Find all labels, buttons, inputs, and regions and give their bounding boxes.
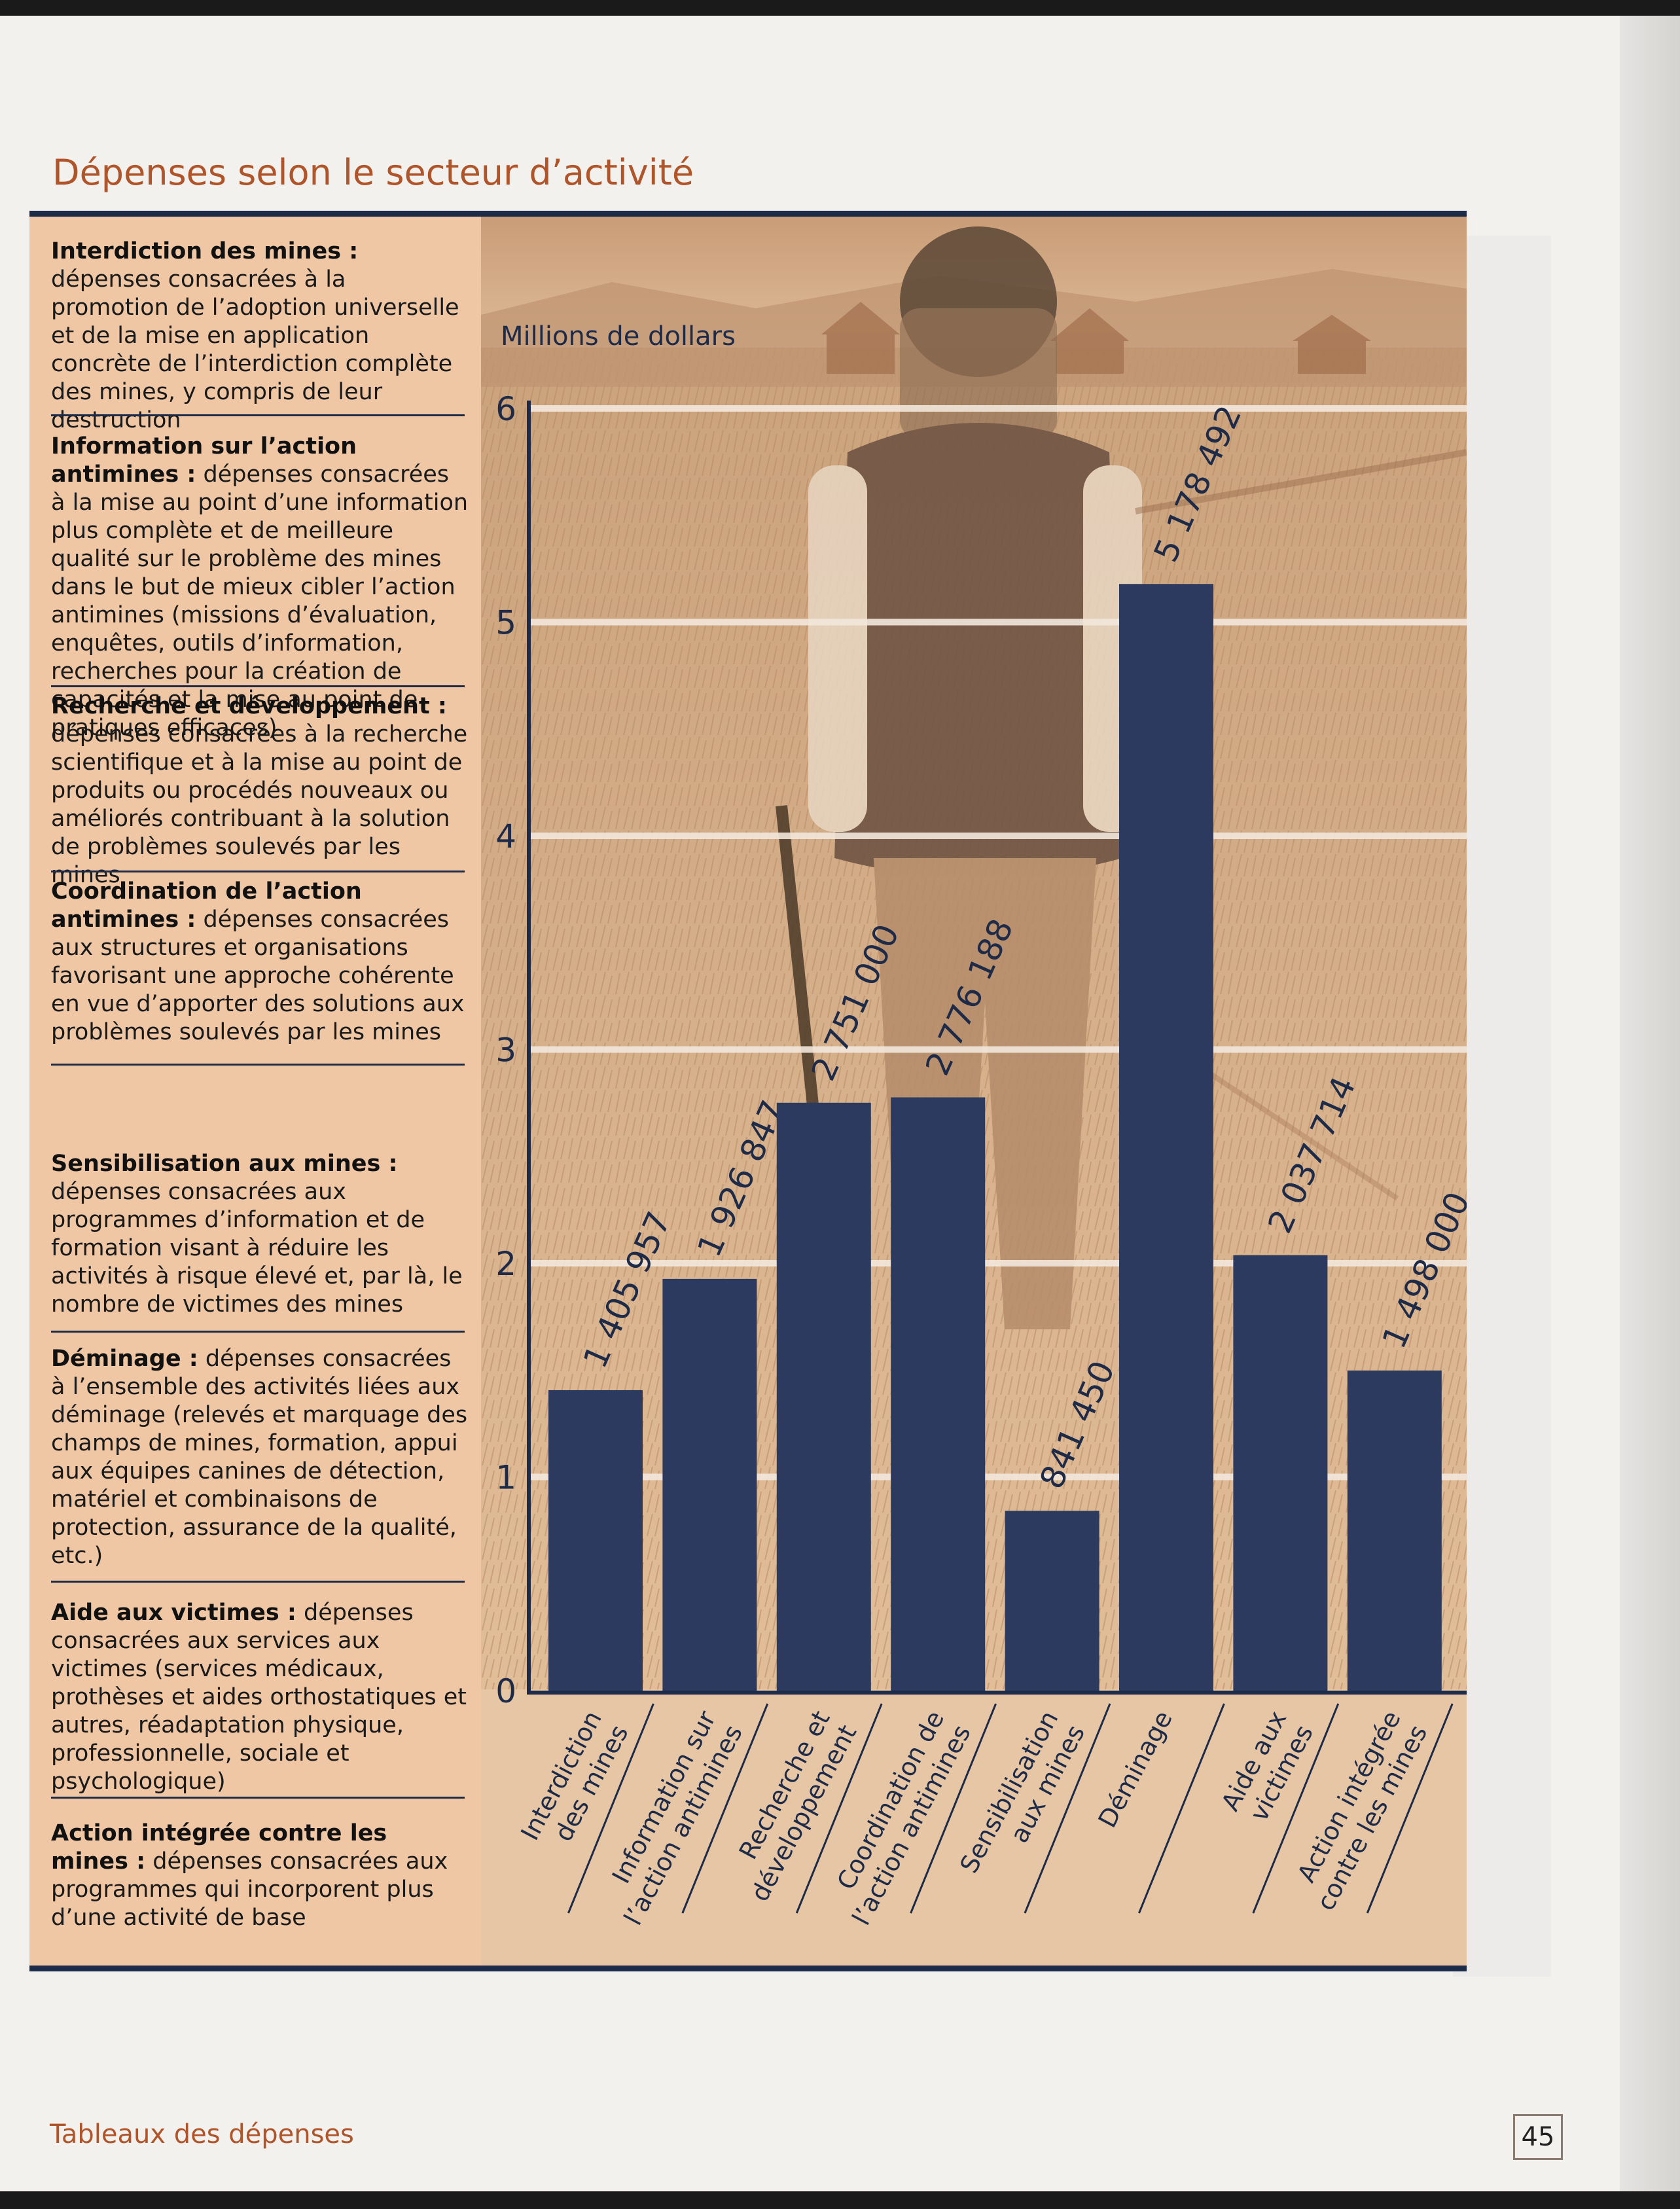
definition-text: dépenses consacrées à l’ensemble des act… <box>51 1346 468 1569</box>
show-through-box <box>1453 236 1551 1977</box>
data-label: 2 037 714 <box>1260 1071 1363 1239</box>
gridline <box>530 1260 1467 1266</box>
definition-term: Information sur l’action antimines : <box>51 433 357 488</box>
definition-term: Recherche et développement : <box>51 693 447 719</box>
page-number: 45 <box>1513 2114 1563 2160</box>
category-divider <box>795 1703 883 1914</box>
definition-7: Aide aux victimes : dépenses consacrées … <box>51 1599 470 1796</box>
gridline <box>530 1046 1467 1053</box>
definition-divider <box>51 414 465 416</box>
definition-divider <box>51 685 465 687</box>
page-title: Dépenses selon le secteur d’activité <box>52 152 694 193</box>
definition-term: Interdiction des mines : <box>51 238 359 264</box>
y-tick-label: 0 <box>495 1672 516 1710</box>
y-axis-label: Millions de dollars <box>501 321 736 351</box>
definition-4: Coordination de l’action antimines : dép… <box>51 878 470 1047</box>
data-label: 841 450 <box>1033 1356 1122 1494</box>
y-tick-label: 6 <box>495 390 516 428</box>
bar <box>1005 1511 1099 1691</box>
definition-term: Coordination de l’action antimines : <box>51 878 362 933</box>
gridline <box>530 619 1467 626</box>
gridline <box>530 1473 1467 1481</box>
definitions-panel: Interdiction des mines : dépenses consac… <box>29 217 481 1966</box>
top-edge-bar <box>0 0 1680 16</box>
bar <box>891 1097 986 1691</box>
y-tick-label: 5 <box>495 604 516 642</box>
definition-term: Aide aux victimes : <box>51 1600 296 1626</box>
definition-text: dépenses consacrées à la recherche scien… <box>51 721 468 888</box>
footer-section-title: Tableaux des dépenses <box>50 2119 354 2149</box>
definition-term: Déminage : <box>51 1346 198 1372</box>
definition-3: Recherche et développement : dépenses co… <box>51 692 470 889</box>
category-divider <box>910 1703 997 1914</box>
definition-divider <box>51 1797 465 1799</box>
y-axis <box>527 401 531 1693</box>
definition-6: Déminage : dépenses consacrées à l’ensem… <box>51 1345 470 1570</box>
definition-text: dépenses consacrées aux services aux vic… <box>51 1600 467 1795</box>
category-label-band <box>481 1689 1467 1966</box>
definition-text: dépenses consacrées à la mise au point d… <box>51 461 469 741</box>
category-divider <box>1252 1703 1340 1914</box>
chart-panel: Millions de dollars 0 1 2 3 4 5 6 1 405 957 Inter… <box>481 217 1467 1966</box>
category-label: Aide auxvictimes <box>1216 1706 1319 1830</box>
title-rule <box>29 211 1467 217</box>
definition-text: dépenses consacrées à la promotion de l’… <box>51 266 459 433</box>
definition-text: dépenses consacrées aux structures et or… <box>51 907 465 1045</box>
definition-text: dépenses consacrées aux programmes qui i… <box>51 1848 448 1931</box>
category-divider <box>681 1703 769 1914</box>
gridline <box>530 405 1467 412</box>
data-label: 1 498 000 <box>1375 1187 1467 1354</box>
bar <box>548 1390 643 1691</box>
category-divider <box>1024 1703 1111 1914</box>
bar <box>776 1102 871 1691</box>
bar <box>662 1278 757 1691</box>
data-label: 2 776 188 <box>918 913 1020 1081</box>
definition-8: Action intégrée contre les mines : dépen… <box>51 1820 470 1932</box>
definition-divider <box>51 1331 465 1333</box>
data-label: 2 751 000 <box>804 919 906 1087</box>
definition-divider <box>51 1064 465 1066</box>
definition-2: Information sur l’action antimines : dép… <box>51 433 470 742</box>
data-label: 5 178 492 <box>1147 400 1249 567</box>
definition-1: Interdiction des mines : dépenses consac… <box>51 238 470 435</box>
category-label: Déminage <box>1093 1706 1178 1833</box>
category-divider <box>567 1703 654 1914</box>
definition-divider <box>51 1581 465 1583</box>
definition-divider <box>51 871 465 872</box>
y-tick-label: 4 <box>495 817 516 855</box>
definition-term: Sensibilisation aux mines : <box>51 1151 398 1177</box>
x-axis <box>527 1691 1467 1695</box>
definition-term: Action intégrée contre les mines : <box>51 1820 387 1875</box>
y-tick-label: 1 <box>495 1459 516 1497</box>
category-label-line: Déminage <box>1093 1706 1178 1833</box>
definition-5: Sensibilisation aux mines : dépenses con… <box>51 1150 470 1319</box>
bottom-edge-bar <box>0 2191 1680 2209</box>
category-divider <box>1366 1703 1454 1914</box>
category-label: Interdictiondes mines <box>515 1706 634 1859</box>
y-tick-label: 2 <box>495 1245 516 1283</box>
page-edge-strip <box>1620 16 1680 2191</box>
bar <box>1119 584 1213 1691</box>
bottom-rule <box>29 1966 1467 1971</box>
gridline <box>530 833 1467 839</box>
y-tick-label: 3 <box>495 1032 516 1069</box>
category-divider <box>1138 1703 1225 1914</box>
bar <box>1347 1370 1442 1691</box>
definition-text: dépenses consacrées aux programmes d’inf… <box>51 1179 463 1318</box>
bar <box>1233 1255 1328 1691</box>
